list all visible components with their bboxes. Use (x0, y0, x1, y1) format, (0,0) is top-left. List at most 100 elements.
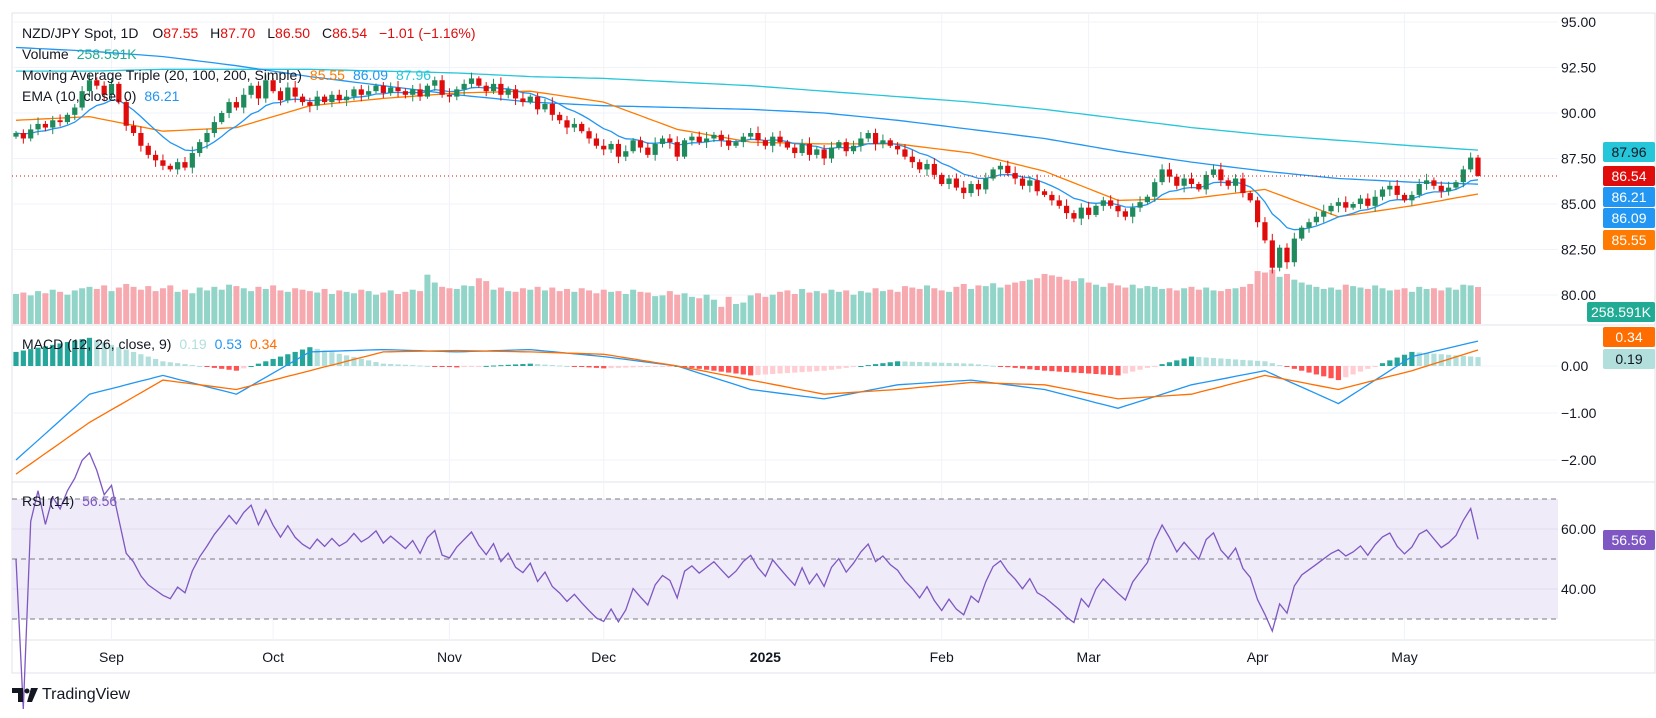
volume-bar (1460, 284, 1467, 324)
macd-histogram-bar (931, 362, 937, 366)
ema-badge: 86.21 (1611, 189, 1646, 205)
macd-histogram-bar (792, 366, 798, 373)
volume-bar (527, 289, 534, 324)
macd-histogram-bar (637, 366, 644, 368)
brand-name: TradingView (42, 686, 131, 703)
volume-bar (248, 291, 255, 324)
volume-bar (299, 289, 306, 324)
candle-body (1269, 240, 1275, 268)
macd-histogram-bar (1137, 366, 1143, 370)
volume-bar (835, 291, 842, 324)
volume-bar (938, 290, 945, 324)
time-axis-label: Oct (262, 649, 284, 665)
candle-body (351, 89, 357, 97)
macd-histogram-bar (358, 358, 364, 366)
candle-body (1218, 169, 1224, 181)
volume-bar (1438, 290, 1445, 324)
volume-bar (821, 293, 828, 324)
volume-bar (674, 294, 681, 324)
volume-bar (115, 287, 122, 324)
volume-bar (1394, 289, 1401, 324)
macd-histogram-bar (850, 366, 857, 367)
macd-histogram-bar (1019, 366, 1026, 369)
candle-body (1365, 198, 1371, 206)
candle-body (608, 143, 614, 150)
macd-histogram-bar (762, 366, 768, 375)
macd-histogram-bar (667, 366, 673, 367)
macd-histogram-bar (410, 365, 416, 367)
macd-hist-value: 0.19 (179, 336, 206, 352)
volume-bar (211, 286, 218, 324)
candle-body (490, 83, 497, 92)
candle-body (468, 78, 475, 84)
candle-body (167, 165, 173, 170)
candle-body (299, 96, 306, 103)
macd-histogram-bar (1232, 359, 1239, 366)
volume-bar (747, 295, 754, 324)
candle-body (579, 123, 585, 132)
volume-bar (1372, 285, 1379, 324)
candle-body (101, 85, 107, 95)
volume-bar (1078, 278, 1085, 324)
tradingview-logo[interactable]: TradingView (12, 686, 130, 704)
svg-text:Moving Average Triple (20, 100: Moving Average Triple (20, 100, 200, Sim… (22, 67, 431, 83)
volume-bar (1188, 286, 1195, 324)
candle-body (424, 85, 431, 97)
macd-histogram-bar (1446, 354, 1452, 366)
volume-bar (1159, 288, 1166, 324)
candle-body (880, 140, 886, 144)
ma-legend-label: Moving Average Triple (20, 100, 200, Sim… (22, 67, 302, 83)
macd-histogram-bar (211, 366, 217, 368)
ma20-badge: 85.55 (1611, 232, 1646, 248)
candle-body (329, 94, 335, 103)
candle-body (1210, 169, 1217, 175)
macd-histogram-bar (454, 366, 460, 368)
volume-bar (439, 286, 446, 324)
candle-body (1379, 189, 1386, 197)
candle-body (94, 80, 100, 86)
macd-histogram-bar (895, 361, 901, 366)
macd-histogram-bar (1218, 358, 1224, 366)
candle-body (344, 96, 350, 101)
volume-bar (865, 292, 872, 324)
macd-histogram-bar (1379, 363, 1386, 366)
candle-body (696, 136, 702, 143)
candle-body (1453, 182, 1459, 188)
candle-body (990, 169, 996, 179)
candle-body (652, 143, 658, 155)
candle-body (57, 120, 63, 123)
candle-body (373, 85, 379, 92)
volume-bar (262, 288, 269, 324)
macd-histogram-bar (1306, 366, 1312, 373)
candle-body (476, 78, 482, 86)
ma20-line (15, 90, 1479, 218)
open-value: 87.55 (163, 25, 198, 41)
candle-body (983, 178, 989, 190)
volume-bar (519, 288, 526, 324)
candle-body (1034, 180, 1040, 192)
candle-body (997, 165, 1004, 170)
signal-badge: 0.34 (1615, 329, 1642, 345)
macd-histogram-bar (329, 352, 335, 366)
candle-body (902, 149, 908, 157)
macd-value: 0.53 (215, 336, 242, 352)
volume-bar (1430, 288, 1437, 324)
volume-bar (1056, 276, 1063, 324)
macd-histogram-bar (748, 366, 754, 376)
candle-body (1196, 183, 1202, 190)
candle-body (1321, 211, 1327, 217)
volume-bar (622, 293, 629, 324)
macd-histogram-bar (630, 366, 636, 368)
candle-body (50, 120, 56, 128)
signal-line (15, 349, 1479, 475)
macd-histogram-bar (270, 358, 276, 366)
macd-histogram-bar (865, 365, 871, 367)
volume-bar (1151, 286, 1158, 324)
macd-histogram-bar (35, 347, 41, 366)
macd-histogram-bar (476, 366, 482, 367)
volume-bar (86, 286, 93, 324)
volume-bar (79, 288, 86, 324)
macd-histogram-bar (314, 348, 320, 366)
volume-bar (696, 298, 703, 324)
